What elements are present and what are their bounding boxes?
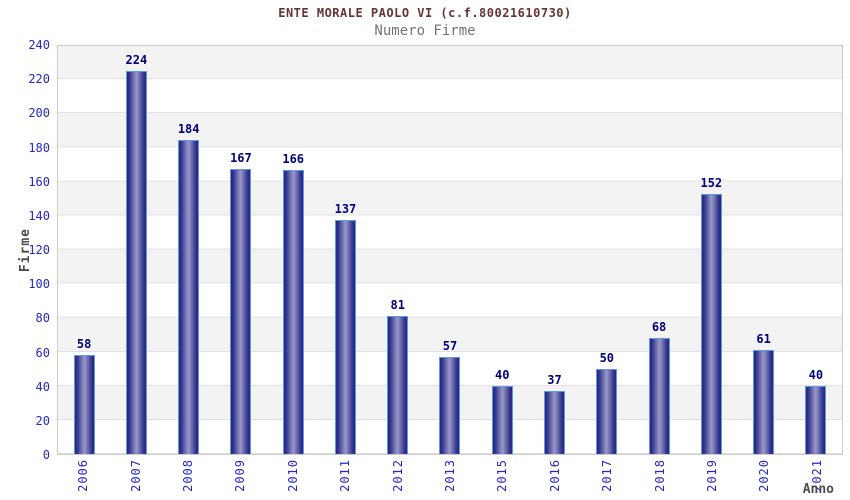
y-axis-tick-label: 60 (35, 345, 50, 360)
x-axis-tick: 2008 (162, 459, 214, 492)
x-axis-tick-label: 2020 (757, 459, 772, 492)
y-axis-tick-label: 200 (28, 106, 50, 121)
x-axis-tick: 2019 (686, 459, 738, 492)
bar (491, 385, 513, 454)
bar-column: 167 (215, 46, 267, 454)
bar-column: 152 (685, 46, 737, 454)
x-axis-tick: 2020 (738, 459, 790, 492)
bar (439, 356, 461, 454)
x-axis-tick: 2013 (424, 459, 476, 492)
bar (700, 194, 722, 454)
bar-column: 40 (790, 46, 842, 454)
x-axis-tick-label: 2012 (390, 459, 405, 492)
bar-value-label: 137 (334, 201, 357, 216)
x-axis-tick: 2006 (57, 459, 109, 492)
chart-title: ENTE MORALE PAOLO VI (c.f.80021610730) (278, 6, 572, 20)
bar (805, 385, 827, 454)
bar-value-label: 50 (599, 350, 615, 365)
bars-container: 58 224 184 167 166 137 81 57 40 37 50 68 152 61 40 (58, 46, 842, 454)
y-axis-tick-label: 0 (42, 448, 50, 462)
bar-column: 166 (267, 46, 319, 454)
y-axis-tick-label: 140 (28, 208, 50, 223)
bar (544, 390, 566, 454)
x-axis-tick: 2016 (529, 459, 581, 492)
x-axis-tick-label: 2008 (181, 459, 196, 492)
y-axis-tick-label: 120 (28, 243, 50, 257)
bar (230, 168, 252, 454)
bar-column: 68 (633, 46, 685, 454)
bar-column: 58 (58, 46, 110, 454)
bar-value-label: 40 (808, 367, 824, 382)
plot-area: 58 224 184 167 166 137 81 57 40 37 50 68 152 61 40 (57, 45, 843, 455)
x-axis-tick: 2009 (214, 459, 266, 492)
x-axis-tick: 2007 (109, 459, 161, 492)
bar (178, 139, 200, 454)
x-axis-tick: 2012 (371, 459, 423, 492)
y-axis-tick-label: 240 (28, 38, 50, 52)
bar-column: 37 (528, 46, 580, 454)
x-axis-tick-label: 2010 (285, 459, 300, 492)
bar (753, 349, 775, 454)
x-axis-tick-label: 2017 (600, 459, 615, 492)
bar-value-label: 68 (651, 319, 667, 334)
bar-column: 224 (110, 46, 162, 454)
bar-value-label: 224 (125, 53, 148, 68)
bar-value-label: 166 (282, 152, 305, 167)
bar (596, 368, 618, 454)
bar-value-label: 152 (700, 176, 723, 191)
x-axis-tick-label: 2016 (547, 459, 562, 492)
bar-column: 50 (581, 46, 633, 454)
x-axis-tick-label: 2011 (338, 459, 353, 492)
bar (334, 219, 356, 454)
bar-value-label: 81 (390, 297, 405, 312)
y-axis-tick-label: 180 (28, 140, 50, 155)
y-axis-tick-label: 40 (35, 379, 50, 394)
bar-column: 81 (372, 46, 424, 454)
y-axis-tick-label: 160 (28, 174, 50, 189)
bar (125, 71, 147, 454)
x-axis-tick-label: 2007 (128, 459, 143, 492)
bar-value-label: 167 (230, 150, 252, 165)
x-axis-tick: 2011 (319, 459, 371, 492)
bar-value-label: 61 (756, 331, 771, 346)
y-axis-tick-label: 20 (35, 413, 50, 428)
bar-value-label: 58 (76, 336, 92, 351)
bar-value-label: 37 (547, 372, 562, 387)
bar (73, 354, 95, 454)
bar-value-label: 40 (495, 367, 510, 382)
bar (648, 337, 670, 454)
bar-value-label: 57 (442, 338, 458, 353)
bar-column: 137 (319, 46, 371, 454)
y-axis-tick-label: 220 (28, 72, 50, 87)
x-axis-tick-label: 2019 (705, 459, 720, 492)
y-axis-tick-label: 80 (35, 311, 50, 326)
x-axis-tick-label: 2015 (495, 459, 510, 492)
x-axis-tick-label: 2018 (652, 459, 667, 492)
bar-column: 57 (424, 46, 476, 454)
x-axis-tick: 2010 (267, 459, 319, 492)
bar-column: 61 (737, 46, 789, 454)
x-axis-title: Anno (802, 482, 834, 497)
x-axis-tick: 2018 (633, 459, 685, 492)
x-axis-tick: 2015 (476, 459, 528, 492)
x-axis-tick: 2017 (581, 459, 633, 492)
bar (282, 170, 304, 454)
y-axis: 0 20 40 60 80 100 120 140 160 180 200 220 240 (0, 39, 50, 461)
bar-column: 40 (476, 46, 528, 454)
chart-subtitle: Numero Firme (374, 23, 476, 39)
y-axis-tick-label: 100 (28, 277, 50, 292)
bar (387, 315, 409, 454)
x-axis: 2006 2007 2008 2009 2010 2011 2012 2013 2015 2016… (57, 459, 843, 492)
x-axis-tick-label: 2006 (76, 459, 91, 492)
x-axis-tick-label: 2009 (233, 459, 248, 492)
x-axis-tick-label: 2013 (443, 459, 458, 492)
bar-column: 184 (163, 46, 215, 454)
bar-value-label: 184 (177, 121, 200, 136)
